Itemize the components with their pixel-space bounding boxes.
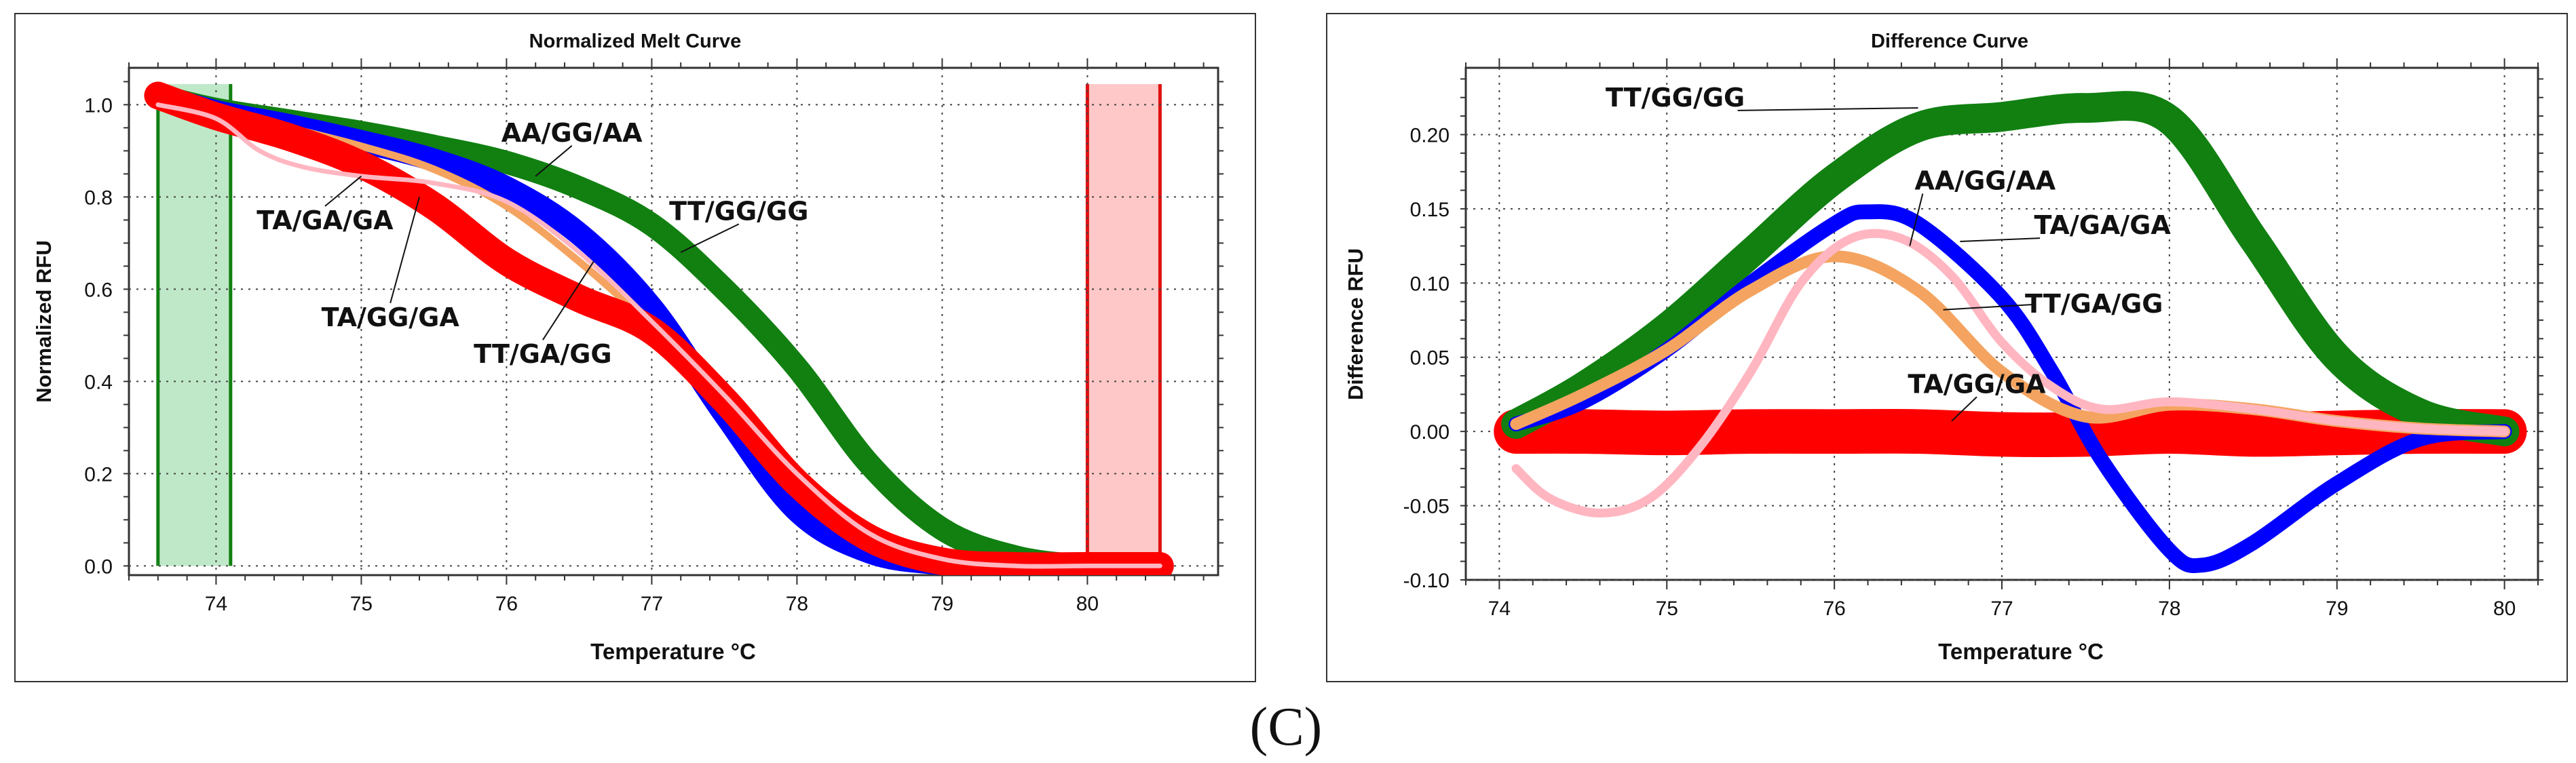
melt-annotation-aa-gg-aa: AA/GG/AA xyxy=(501,118,643,177)
melt-annotation-label: AA/GG/AA xyxy=(501,118,643,148)
diff-y-tick-label: -0.05 xyxy=(1403,496,1450,518)
diff-x-tick-label: 75 xyxy=(1656,598,1678,620)
diff-x-tick-label: 77 xyxy=(1990,598,2013,620)
diff-y-tick-label: 0.15 xyxy=(1410,199,1450,221)
diff-axis-ticks xyxy=(1460,58,2543,589)
diff-annotation-label: TT/GA/GG xyxy=(2025,289,2163,319)
melt-annotation-label: TA/GA/GA xyxy=(257,206,394,235)
figure-label: (C) xyxy=(1250,697,1323,757)
diff-annotation-leader xyxy=(1951,396,1977,422)
diff-y-tick-label: -0.10 xyxy=(1403,570,1450,592)
melt-y-tick-label: 0.4 xyxy=(84,371,113,393)
difference-curve-plot-area xyxy=(1464,66,2539,581)
melt-y-tick-label: 0.6 xyxy=(84,279,113,301)
diff-annotation-ta-gg-ga: TA/GG/GA xyxy=(1908,369,2046,422)
melt-x-tick-label: 80 xyxy=(1076,593,1099,615)
melt-annotation-leader xyxy=(542,261,594,340)
melt-annotation-leader xyxy=(324,176,362,207)
melt-x-tick-label: 75 xyxy=(350,593,373,615)
melt-y-tick-label: 0.8 xyxy=(84,187,113,209)
melt-x-tick-label: 74 xyxy=(205,593,227,615)
diff-x-tick-label: 79 xyxy=(2326,598,2348,620)
diff-series-ta-ga-ga xyxy=(1511,229,2509,518)
melt-x-tick-label: 78 xyxy=(786,593,808,615)
diff-annotation-label: TA/GG/GA xyxy=(1908,369,2046,399)
melt-annotation-leader xyxy=(535,145,573,177)
melt-annotation-ta-ga-ga: TA/GA/GA xyxy=(257,176,394,235)
melt-x-tick-label: 77 xyxy=(641,593,663,615)
diff-x-tick-label: 78 xyxy=(2158,598,2180,620)
diff-annotation-label: TA/GA/GA xyxy=(2034,210,2171,240)
diff-y-tick-label: 0.05 xyxy=(1410,347,1450,370)
melt-y-tick-label: 1.0 xyxy=(84,94,113,117)
diff-x-tick-label: 74 xyxy=(1488,598,1511,620)
melt-curve-content: 74 75 76 77 78 79 80 0.0 0.2 0.4 0.6 0.8 1.0 AA/GG/AA… xyxy=(84,58,1224,615)
melt-curve-x-axis-label: Temperature °C xyxy=(590,639,756,664)
difference-curve-content: 74 75 76 77 78 79 80 -0.10 -0.05 0.00 0.05 0.10 0.15… xyxy=(1403,58,2543,620)
melt-curve-panel: Normalized Melt Curve 74 75 76 77 78 79 80 0.0 0… xyxy=(14,13,1256,682)
difference-curve-x-axis-label: Temperature °C xyxy=(1938,639,2104,664)
diff-annotation-ta-ga-ga: TA/GA/GA xyxy=(1960,210,2171,243)
melt-annotation-leader xyxy=(680,223,740,253)
melt-annotation-leader xyxy=(390,197,420,304)
melt-x-tick-label: 76 xyxy=(495,593,518,615)
diff-y-tick-label: 0.10 xyxy=(1410,273,1450,295)
diff-annotation-leader xyxy=(1943,304,2032,311)
melt-annotation-label: TT/GG/GG xyxy=(669,196,808,226)
diff-y-tick-label: 0.20 xyxy=(1410,124,1450,146)
diff-annotation-label: TT/GG/GG xyxy=(1606,83,1745,113)
melt-series-group xyxy=(144,81,1174,575)
diff-x-tick-label: 80 xyxy=(2493,598,2516,620)
diff-gridlines xyxy=(1466,68,2538,581)
melt-y-tick-label: 0.2 xyxy=(84,463,113,486)
difference-curve-y-axis-label: Difference RFU xyxy=(1344,248,1367,400)
diff-series-group xyxy=(1494,91,2527,573)
diff-annotation-leader xyxy=(1737,107,1918,111)
melt-curve-title: Normalized Melt Curve xyxy=(529,31,742,52)
melt-x-tick-label: 79 xyxy=(931,593,953,615)
melt-curve-y-axis-label: Normalized RFU xyxy=(32,240,56,402)
melt-series-ta-ga-ga xyxy=(155,102,1162,569)
melt-annotation-tt-ga-gg: TT/GA/GG xyxy=(474,261,612,369)
melt-annotation-label: TA/GG/GA xyxy=(322,302,460,332)
difference-curve-panel: Difference Curve 74 75 76 77 78 79 80 -0.10 -0.0… xyxy=(1326,13,2568,682)
diff-annotation-aa-gg-aa: AA/GG/AA xyxy=(1909,165,2056,246)
difference-curve-title: Difference Curve xyxy=(1871,31,2028,52)
diff-series-ta-gg-ga xyxy=(1494,408,2527,457)
diff-y-tick-label: 0.00 xyxy=(1410,421,1450,444)
diff-series-tt-gg-gg xyxy=(1501,91,2520,447)
melt-annotation-ta-gg-ga: TA/GG/GA xyxy=(322,197,460,332)
melt-annotation-tt-gg-gg: TT/GG/GG xyxy=(669,196,808,253)
diff-annotation-leader xyxy=(1960,237,2041,243)
melt-annotation-label: TT/GA/GG xyxy=(474,339,611,369)
melt-green-region xyxy=(156,84,233,566)
melt-axis-ticks xyxy=(124,58,1224,585)
diff-annotation-tt-ga-gg: TT/GA/GG xyxy=(1943,289,2163,319)
diff-annotation-leader xyxy=(1909,193,1924,246)
melt-y-tick-label: 0.0 xyxy=(84,555,113,578)
diff-annotation-tt-gg-gg: TT/GG/GG xyxy=(1606,83,1918,113)
diff-annotation-label: AA/GG/AA xyxy=(1914,165,2056,195)
diff-x-tick-label: 76 xyxy=(1823,598,1845,620)
melt-red-region xyxy=(1085,84,1162,566)
